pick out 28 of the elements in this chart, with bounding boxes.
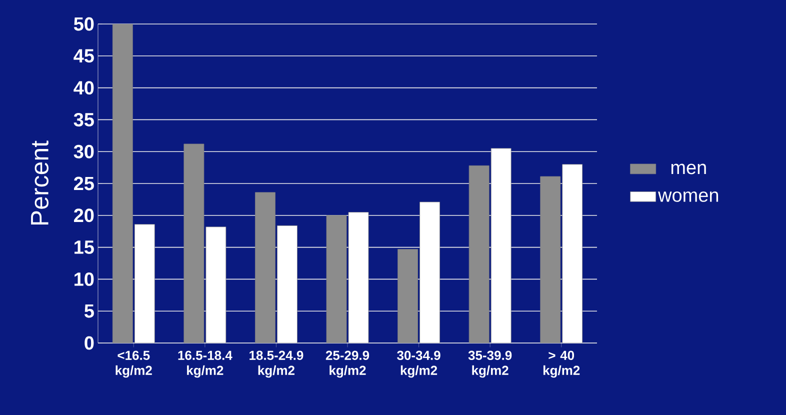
x-tick-label: 25-29.9 kg/m2: [326, 350, 370, 378]
y-tick-label: 30: [74, 144, 94, 158]
bar: [348, 212, 369, 343]
x-tick-label: 16.5-18.4 kg/m2: [178, 350, 232, 378]
y-tick-label: 20: [74, 208, 94, 222]
bar: [562, 164, 583, 343]
x-tick-label: <16.5 kg/m2: [116, 350, 152, 378]
x-tick-label: 18.5-24.9 kg/m2: [250, 350, 304, 378]
y-tick-label: 35: [74, 112, 94, 126]
y-tick-label: 25: [74, 176, 94, 190]
bar: [134, 224, 155, 343]
x-tick-label: > 40 kg/m2: [543, 350, 580, 378]
legend-label: women: [658, 192, 718, 202]
y-tick-label: 40: [74, 81, 94, 95]
x-tick-label: 30-34.9 kg/m2: [397, 350, 440, 378]
y-axis-title: Percent: [31, 140, 49, 225]
y-tick-label: 0: [84, 336, 94, 350]
y-tick-label: 5: [84, 304, 94, 318]
bar: [420, 202, 440, 343]
y-tick-label: 15: [74, 240, 94, 254]
y-tick-label: 45: [74, 49, 94, 63]
bar: [490, 148, 512, 343]
y-tick-label: 50: [74, 17, 94, 31]
y-tick-label: 10: [74, 272, 94, 286]
x-tick-label: 35-39.9 kg/m2: [468, 350, 512, 378]
bar: [277, 225, 298, 343]
bar: [206, 226, 226, 343]
legend-label: men: [671, 164, 706, 174]
